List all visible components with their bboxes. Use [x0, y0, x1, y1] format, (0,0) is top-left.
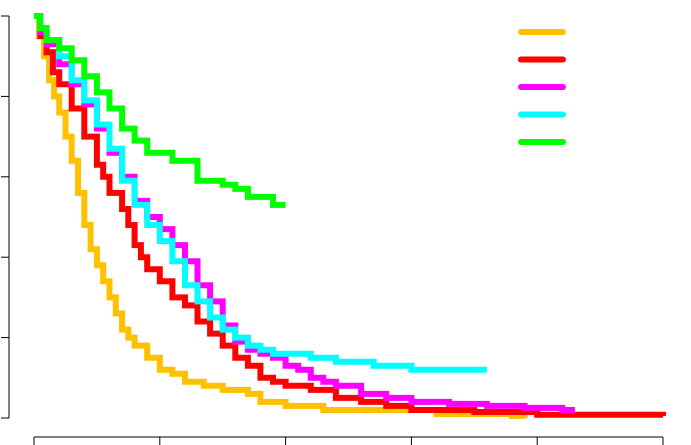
- chart-axes: [1, 15, 664, 445]
- series-layer: [34, 13, 666, 419]
- chart-legend: [518, 29, 566, 145]
- series-line-1: [34, 13, 528, 419]
- series-line-2: [34, 13, 666, 418]
- series-line-5: [34, 13, 286, 208]
- series-line-4: [34, 13, 487, 373]
